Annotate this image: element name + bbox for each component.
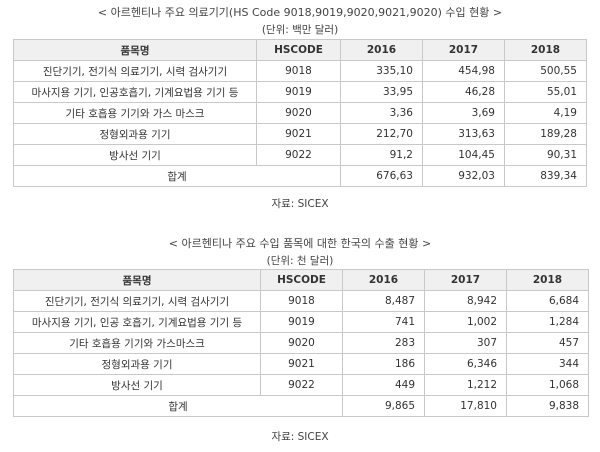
- value-2018: 189,28: [504, 123, 587, 145]
- table-row: 방사선 기기 9022 449 1,212 1,068: [13, 374, 589, 396]
- table2-source: 자료: SICEX: [271, 431, 329, 443]
- header-2018: 2018: [504, 39, 587, 61]
- item-hscode: 9018: [260, 290, 343, 312]
- value-2018: 90,31: [504, 144, 587, 166]
- item-name: 정형외과용 기기: [13, 123, 257, 145]
- value-2017: 307: [424, 332, 507, 354]
- header-item-name: 품목명: [13, 39, 257, 61]
- item-name: 방사선 기기: [13, 374, 261, 396]
- header-2018: 2018: [506, 269, 589, 291]
- item-hscode: 9022: [256, 144, 341, 166]
- item-name: 마사지용 기기, 인공호흡기, 기계요법용 기기 등: [13, 81, 257, 103]
- value-2017: 8,942: [424, 290, 507, 312]
- total-label: 합계: [13, 395, 343, 417]
- value-2016: 3,36: [340, 102, 423, 124]
- total-2016: 9,865: [342, 395, 425, 417]
- item-hscode: 9021: [256, 123, 341, 145]
- item-hscode: 9020: [256, 102, 341, 124]
- total-label: 합계: [13, 165, 341, 187]
- value-2018: 4,19: [504, 102, 587, 124]
- total-2016: 676,63: [340, 165, 423, 187]
- item-name: 마사지용 기기, 인공 호흡기, 기계요법용 기기 등: [13, 311, 261, 333]
- header-2017: 2017: [424, 269, 507, 291]
- header-2017: 2017: [422, 39, 505, 61]
- table-total-row: 합계 676,63 932,03 839,34: [13, 165, 587, 187]
- table1-source: 자료: SICEX: [271, 198, 329, 210]
- item-name: 진단기기, 전기식 의료기기, 시력 검사기기: [13, 290, 261, 312]
- item-name: 정형외과용 기기: [13, 353, 261, 375]
- value-2016: 283: [342, 332, 425, 354]
- item-hscode: 9022: [260, 374, 343, 396]
- table-total-row: 합계 9,865 17,810 9,838: [13, 395, 589, 417]
- value-2018: 344: [506, 353, 589, 375]
- value-2018: 457: [506, 332, 589, 354]
- table-row: 마사지용 기기, 인공호흡기, 기계요법용 기기 등 9019 33,95 46…: [13, 81, 587, 103]
- value-2018: 1,284: [506, 311, 589, 333]
- table-row: 마사지용 기기, 인공 호흡기, 기계요법용 기기 등 9019 741 1,0…: [13, 311, 589, 333]
- table-row: 진단기기, 전기식 의료기기, 시력 검사기기 9018 8,487 8,942…: [13, 290, 589, 312]
- value-2016: 212,70: [340, 123, 423, 145]
- value-2016: 186: [342, 353, 425, 375]
- table-row: 방사선 기기 9022 91,2 104,45 90,31: [13, 144, 587, 166]
- value-2017: 3,69: [422, 102, 505, 124]
- value-2017: 454,98: [422, 60, 505, 82]
- item-hscode: 9021: [260, 353, 343, 375]
- total-2017: 932,03: [422, 165, 505, 187]
- table2-unit: (단위: 천 달러): [266, 255, 334, 267]
- value-2016: 335,10: [340, 60, 423, 82]
- item-hscode: 9020: [260, 332, 343, 354]
- header-hscode: HSCODE: [260, 269, 343, 291]
- value-2017: 1,002: [424, 311, 507, 333]
- value-2016: 33,95: [340, 81, 423, 103]
- table1-unit: (단위: 백만 달러): [261, 24, 339, 36]
- table-header-row: 품목명 HSCODE 2016 2017 2018: [13, 39, 587, 61]
- item-name: 진단기기, 전기식 의료기기, 시력 검사기기: [13, 60, 257, 82]
- table1-title: < 아르헨티나 주요 의료기기(HS Code 9018,9019,9020,9…: [97, 6, 503, 19]
- export-table: 품목명 HSCODE 2016 2017 2018 진단기기, 전기식 의료기기…: [13, 269, 589, 417]
- value-2016: 449: [342, 374, 425, 396]
- value-2018: 55,01: [504, 81, 587, 103]
- table-header-row: 품목명 HSCODE 2016 2017 2018: [13, 269, 589, 291]
- total-2017: 17,810: [424, 395, 507, 417]
- item-hscode: 9018: [256, 60, 341, 82]
- header-item-name: 품목명: [13, 269, 261, 291]
- value-2016: 8,487: [342, 290, 425, 312]
- value-2017: 104,45: [422, 144, 505, 166]
- value-2017: 313,63: [422, 123, 505, 145]
- value-2018: 500,55: [504, 60, 587, 82]
- item-name: 기타 호흡용 기기와 가스마스크: [13, 332, 261, 354]
- header-hscode: HSCODE: [256, 39, 341, 61]
- table-row: 기타 호흡용 기기와 가스마스크 9020 283 307 457: [13, 332, 589, 354]
- header-2016: 2016: [342, 269, 425, 291]
- value-2018: 6,684: [506, 290, 589, 312]
- table2-title: < 아르헨티나 주요 수입 품목에 대한 한국의 수출 현황 >: [168, 237, 432, 250]
- value-2016: 741: [342, 311, 425, 333]
- header-2016: 2016: [340, 39, 423, 61]
- total-2018: 9,838: [506, 395, 589, 417]
- item-name: 방사선 기기: [13, 144, 257, 166]
- item-hscode: 9019: [256, 81, 341, 103]
- table-row: 진단기기, 전기식 의료기기, 시력 검사기기 9018 335,10 454,…: [13, 60, 587, 82]
- import-table: 품목명 HSCODE 2016 2017 2018 진단기기, 전기식 의료기기…: [13, 39, 587, 187]
- table-row: 정형외과용 기기 9021 212,70 313,63 189,28: [13, 123, 587, 145]
- value-2018: 1,068: [506, 374, 589, 396]
- table-row: 기타 호흡용 기기와 가스 마스크 9020 3,36 3,69 4,19: [13, 102, 587, 124]
- value-2017: 6,346: [424, 353, 507, 375]
- total-2018: 839,34: [504, 165, 587, 187]
- value-2016: 91,2: [340, 144, 423, 166]
- value-2017: 1,212: [424, 374, 507, 396]
- value-2017: 46,28: [422, 81, 505, 103]
- item-hscode: 9019: [260, 311, 343, 333]
- item-name: 기타 호흡용 기기와 가스 마스크: [13, 102, 257, 124]
- table-row: 정형외과용 기기 9021 186 6,346 344: [13, 353, 589, 375]
